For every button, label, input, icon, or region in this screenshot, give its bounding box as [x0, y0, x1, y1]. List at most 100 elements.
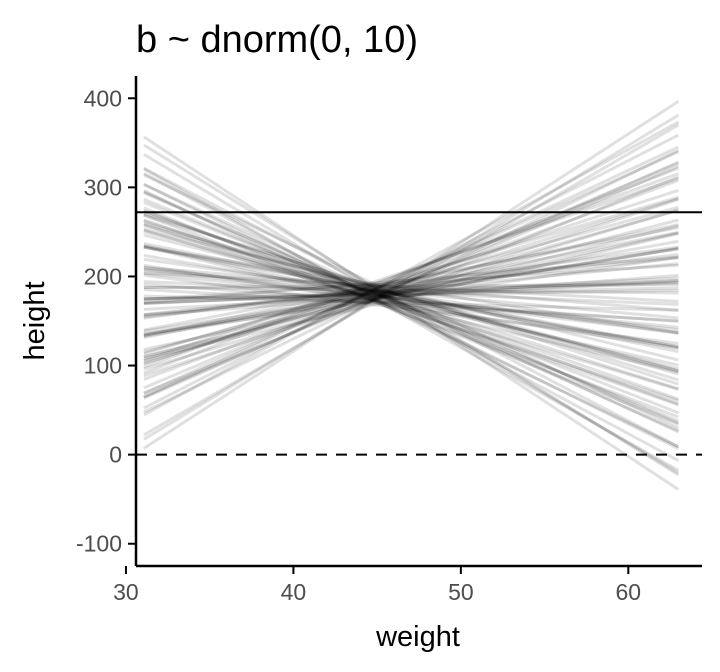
prior-line: [143, 244, 679, 350]
y-tick-label: 400: [84, 85, 122, 111]
prior-line: [143, 206, 679, 426]
prior-line: [143, 256, 679, 317]
prior-line: [143, 197, 679, 423]
prior-line: [143, 205, 679, 354]
prior-line: [143, 257, 679, 335]
prior-line: [143, 230, 679, 373]
prior-line: [143, 271, 679, 303]
prior-line: [143, 145, 680, 399]
prior-line: [143, 268, 679, 320]
prior-line: [143, 133, 680, 410]
prior-line: [143, 150, 680, 395]
prior-line: [143, 266, 679, 312]
prior-line: [143, 213, 679, 419]
prior-line: [143, 246, 679, 338]
prior-line: [143, 273, 679, 317]
y-axis-ticks: -100 0 100 200 300 400: [76, 85, 136, 557]
prior-line: [143, 201, 679, 415]
prior-line: [143, 245, 679, 335]
prior-line: [143, 262, 679, 317]
y-tick-label: 200: [84, 263, 122, 289]
prior-line: [143, 224, 679, 373]
prior-line: [143, 167, 680, 472]
prior-line: [143, 164, 679, 398]
prior-line: [143, 223, 679, 338]
prior-line: [143, 263, 679, 350]
chart-title: b ~ dnorm(0, 10): [136, 19, 418, 61]
prior-line: [143, 190, 680, 433]
prior-line: [143, 123, 680, 437]
prior-line: [143, 263, 679, 301]
prior-line: [143, 232, 679, 361]
prior-line: [143, 247, 679, 333]
prior-line: [143, 268, 679, 332]
prior-line: [143, 160, 679, 400]
prior-line: [143, 113, 680, 441]
prior-line: [143, 245, 679, 374]
prior-line: [143, 172, 680, 462]
prior-line: [143, 153, 680, 475]
prior-line: [143, 183, 680, 434]
prior-line: [143, 135, 680, 491]
prior-line: [143, 282, 679, 323]
prior-line: [143, 191, 679, 425]
prior-line: [143, 120, 680, 417]
prior-line: [143, 212, 679, 386]
x-tick-label: 30: [113, 579, 139, 605]
prior-line: [143, 172, 679, 369]
prior-line: [143, 288, 679, 323]
x-axis-title: weight: [375, 621, 460, 653]
prior-line: [143, 143, 680, 477]
prior-line: [143, 218, 679, 358]
x-tick-label: 40: [281, 579, 307, 605]
prior-line: [143, 161, 679, 390]
y-axis-title: height: [19, 281, 51, 360]
prior-line: [143, 255, 679, 305]
prior-line: [143, 283, 679, 289]
prior-line: [143, 239, 679, 337]
prior-line: [143, 208, 679, 363]
prior-line: [143, 176, 679, 362]
prior-lines-group: [143, 100, 680, 491]
prior-line: [143, 213, 679, 382]
prior-line: [143, 166, 679, 375]
prior-line: [143, 100, 680, 450]
prior-line: [143, 244, 679, 367]
reference-lines-group: [136, 211, 702, 456]
x-tick-label: 60: [616, 579, 642, 605]
prior-line: [143, 166, 680, 449]
prior-line: [143, 149, 680, 414]
prior-line: [143, 285, 679, 295]
prior-line: [143, 253, 679, 319]
prior-line: [143, 208, 679, 371]
prior-line: [143, 279, 679, 311]
prior-line: [143, 218, 679, 407]
prior-line: [143, 288, 679, 301]
prior-line: [143, 209, 679, 406]
prior-line: [143, 253, 679, 348]
y-tick-label: 300: [84, 174, 122, 200]
y-tick-label: -100: [76, 531, 122, 557]
prior-line: [143, 273, 679, 345]
prior-line: [143, 231, 679, 352]
prior-line: [143, 279, 679, 305]
prior-line: [143, 245, 679, 349]
y-tick-label: 0: [109, 442, 122, 468]
prior-line: [143, 197, 679, 366]
prior-line: [143, 210, 679, 401]
prior-line: [143, 294, 679, 312]
prior-line: [143, 173, 680, 430]
prior-line: [143, 280, 679, 306]
prior-line: [143, 188, 679, 366]
prior-line: [143, 178, 679, 381]
prior-line: [143, 227, 679, 362]
prior-line: [143, 255, 679, 336]
prior-line: [143, 242, 679, 354]
prior-line: [143, 286, 679, 301]
prior-line: [143, 223, 679, 403]
prior-line: [143, 182, 680, 451]
prior-line: [143, 247, 679, 336]
prior-line: [143, 197, 679, 378]
prior-line: [143, 224, 679, 359]
